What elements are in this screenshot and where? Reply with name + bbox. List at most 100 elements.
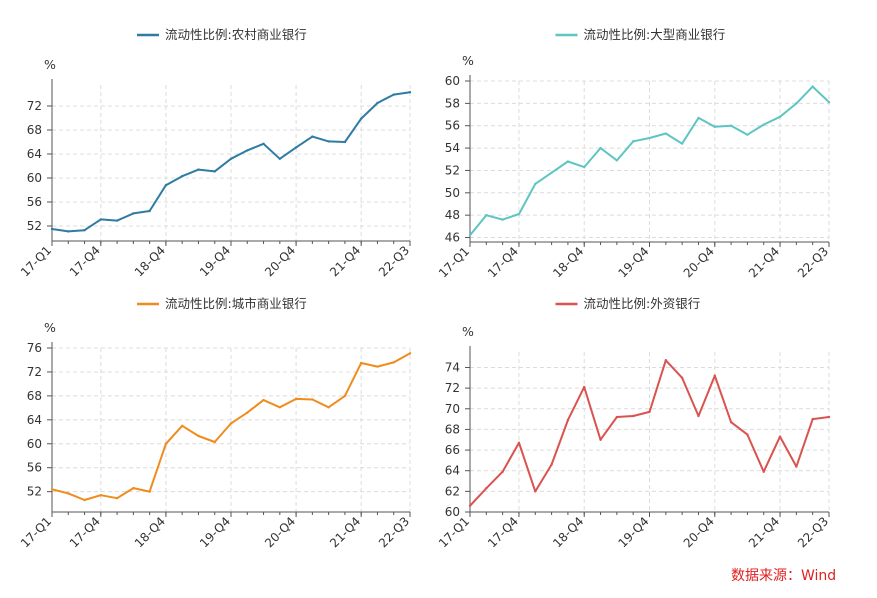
data-point <box>278 157 282 160</box>
source-note: 数据来源：Wind <box>731 568 837 584</box>
data-point <box>746 133 749 136</box>
chart-panel-1: 流动性比例:农村商业银行% 52 56 60 64 68 72 17-Q1 17-Q4 18-Q4… <box>18 27 412 279</box>
x-tick-label: 18-Q4 <box>550 244 586 280</box>
data-point <box>615 159 619 162</box>
data-point <box>132 212 135 215</box>
data-point <box>501 470 504 473</box>
data-point <box>583 165 586 169</box>
y-tick-label: 66 <box>445 443 460 457</box>
legend-label: 流动性比例:农村商业银行 <box>165 27 307 42</box>
y-tick-label: 60 <box>445 74 460 88</box>
data-point <box>550 171 553 174</box>
data-point <box>534 490 537 493</box>
data-point <box>795 102 798 105</box>
data-point <box>778 435 782 438</box>
y-tick-label: 64 <box>27 413 42 427</box>
y-tick-label: 56 <box>445 119 460 133</box>
data-point <box>359 117 363 120</box>
y-tick-label: 72 <box>27 365 42 379</box>
data-point <box>246 149 249 152</box>
data-point <box>83 498 86 502</box>
data-point <box>517 212 521 216</box>
x-tick-label: 19-Q4 <box>615 514 651 550</box>
x-tick-label: 17-Q4 <box>67 243 103 279</box>
y-tick-label: 72 <box>445 381 460 395</box>
y-tick-label: 48 <box>445 208 460 222</box>
data-point <box>501 218 504 221</box>
data-point <box>148 490 151 493</box>
data-point <box>697 116 700 120</box>
x-tick-label: 17-Q4 <box>485 514 521 550</box>
data-point <box>566 160 570 163</box>
data-point <box>83 229 86 232</box>
data-point <box>762 123 765 126</box>
x-tick-label: 18-Q4 <box>132 243 168 279</box>
data-point <box>795 465 798 468</box>
x-tick-label: 21-Q4 <box>327 243 363 279</box>
data-point <box>697 414 700 418</box>
data-point <box>229 157 233 160</box>
data-point <box>811 85 814 88</box>
y-unit-label: % <box>462 53 474 68</box>
data-point <box>213 170 216 173</box>
data-point <box>164 442 168 445</box>
data-point <box>278 406 282 409</box>
data-point <box>311 135 314 138</box>
y-tick-label: 64 <box>27 147 42 161</box>
data-point <box>680 142 684 145</box>
x-tick-label: 20-Q4 <box>262 514 298 550</box>
data-point <box>729 420 733 424</box>
y-tick-label: 60 <box>445 505 460 519</box>
legend-label: 流动性比例:大型商业银行 <box>584 27 726 42</box>
data-point <box>262 142 265 145</box>
data-point <box>67 230 70 233</box>
y-tick-label: 56 <box>27 461 42 475</box>
data-point <box>294 146 298 149</box>
chart-panel-3: 流动性比例:城市商业银行% 52 56 60 64 68 72 76 17-Q1 17-Q4 18-… <box>18 296 412 550</box>
chart-panel-2: 流动性比例:大型商业银行% 46 48 50 52 54 56 58 60 17-Q1 17-Q4 1… <box>436 27 831 280</box>
data-point <box>615 415 619 419</box>
data-point <box>664 132 668 135</box>
y-tick-label: 56 <box>27 195 42 209</box>
data-point <box>408 352 412 355</box>
data-point <box>392 361 395 364</box>
data-point <box>648 410 651 414</box>
x-tick-label: 21-Q4 <box>327 514 363 550</box>
data-point <box>148 209 151 213</box>
x-tick-label: 17-Q4 <box>67 514 103 550</box>
data-point <box>164 184 168 187</box>
data-point <box>468 234 472 237</box>
y-tick-label: 68 <box>27 389 42 403</box>
x-tick-label: 18-Q4 <box>132 514 168 550</box>
data-point <box>468 504 472 508</box>
data-point <box>778 115 782 118</box>
y-tick-label: 52 <box>27 219 42 233</box>
y-tick-label: 52 <box>27 485 42 499</box>
y-tick-label: 52 <box>445 163 460 177</box>
data-point <box>213 440 216 444</box>
data-point <box>376 101 379 105</box>
data-point <box>262 398 265 402</box>
y-tick-label: 60 <box>27 437 42 451</box>
data-point <box>664 359 668 362</box>
data-point <box>599 146 602 150</box>
x-tick-label: 18-Q4 <box>550 514 586 550</box>
data-point <box>517 441 521 445</box>
data-point <box>534 182 537 186</box>
x-tick-label: 17-Q1 <box>18 514 54 550</box>
y-tick-label: 74 <box>445 360 460 374</box>
y-tick-label: 46 <box>445 231 460 245</box>
y-tick-label: 58 <box>445 96 460 110</box>
chart-panel-4: 流动性比例:外资银行% 60 62 64 66 68 70 72 74 17-Q1 17-Q4 18-… <box>436 296 831 550</box>
x-tick-label: 22-Q3 <box>376 514 412 550</box>
x-tick-label: 22-Q3 <box>376 243 412 279</box>
data-point <box>359 361 363 365</box>
y-tick-label: 64 <box>445 464 460 478</box>
x-tick-label: 20-Q4 <box>681 244 717 280</box>
data-point <box>197 434 200 438</box>
data-point <box>343 140 347 144</box>
data-point <box>246 411 249 414</box>
y-unit-label: % <box>44 320 56 335</box>
